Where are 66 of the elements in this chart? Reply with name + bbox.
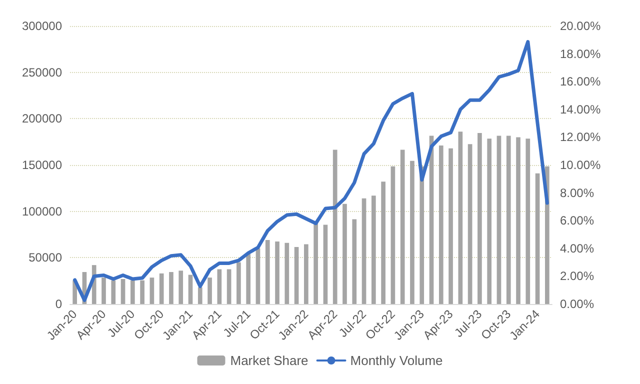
bar xyxy=(478,133,482,304)
bar xyxy=(140,280,144,304)
y2-tick-label: 12.00% xyxy=(560,130,602,144)
y-tick-label: 0 xyxy=(55,297,62,311)
bar xyxy=(352,219,357,304)
bar xyxy=(217,269,222,304)
bar xyxy=(294,247,299,304)
bar xyxy=(371,196,376,304)
y2-tick-label: 20.00% xyxy=(560,19,602,33)
y-tick-label: 300000 xyxy=(22,19,62,33)
bar xyxy=(332,150,338,304)
bar xyxy=(362,198,366,304)
bar xyxy=(150,278,154,304)
bar xyxy=(400,150,405,304)
bar xyxy=(390,166,396,304)
bar xyxy=(314,223,318,304)
bar xyxy=(448,148,453,304)
y2-tick-label: 2.00% xyxy=(560,269,594,284)
y2-tick-label: 10.00% xyxy=(560,158,602,172)
legend-label: Monthly Volume xyxy=(350,353,443,368)
bar xyxy=(178,270,184,304)
y2-tick-label: 8.00% xyxy=(560,186,594,200)
y2-tick-label: 0.00% xyxy=(560,297,594,311)
legend-label: Market Share xyxy=(230,353,308,368)
line-series xyxy=(73,40,549,302)
bar xyxy=(487,138,492,304)
y-tick-label: 50000 xyxy=(28,250,62,265)
y-tick-label: 200000 xyxy=(22,112,62,126)
bar xyxy=(265,240,270,304)
bar xyxy=(198,287,202,304)
bar xyxy=(102,278,106,304)
bar xyxy=(159,273,164,304)
bar xyxy=(120,278,126,304)
y-tick-label: 250000 xyxy=(22,65,62,80)
bar xyxy=(246,254,251,304)
bar xyxy=(516,137,520,304)
bar xyxy=(236,262,241,304)
bar xyxy=(275,241,280,304)
y2-tick-label: 14.00% xyxy=(560,102,602,116)
y2-tick-label: 4.00% xyxy=(560,241,594,256)
bar xyxy=(535,173,540,304)
bar xyxy=(342,204,347,304)
y2-tick-label: 18.00% xyxy=(560,46,602,61)
y2-tick-label: 16.00% xyxy=(560,74,602,89)
bar xyxy=(226,269,232,304)
bar xyxy=(111,280,116,304)
bar xyxy=(304,244,308,304)
bar xyxy=(188,274,193,304)
bar xyxy=(381,182,386,304)
bar xyxy=(323,224,328,304)
bar xyxy=(458,132,463,304)
y2-tick-label: 6.00% xyxy=(560,214,594,228)
bar xyxy=(496,136,502,304)
y-tick-label: 150000 xyxy=(22,158,62,172)
bar xyxy=(130,280,135,304)
bar xyxy=(169,272,174,304)
bar xyxy=(208,278,212,304)
bar xyxy=(256,248,260,304)
bar xyxy=(506,136,511,304)
bar xyxy=(420,166,424,304)
bar xyxy=(468,144,472,304)
bar xyxy=(410,160,414,304)
bar xyxy=(284,242,290,304)
y-tick-label: 100000 xyxy=(22,204,62,218)
bar xyxy=(438,146,444,304)
bar xyxy=(526,138,530,304)
